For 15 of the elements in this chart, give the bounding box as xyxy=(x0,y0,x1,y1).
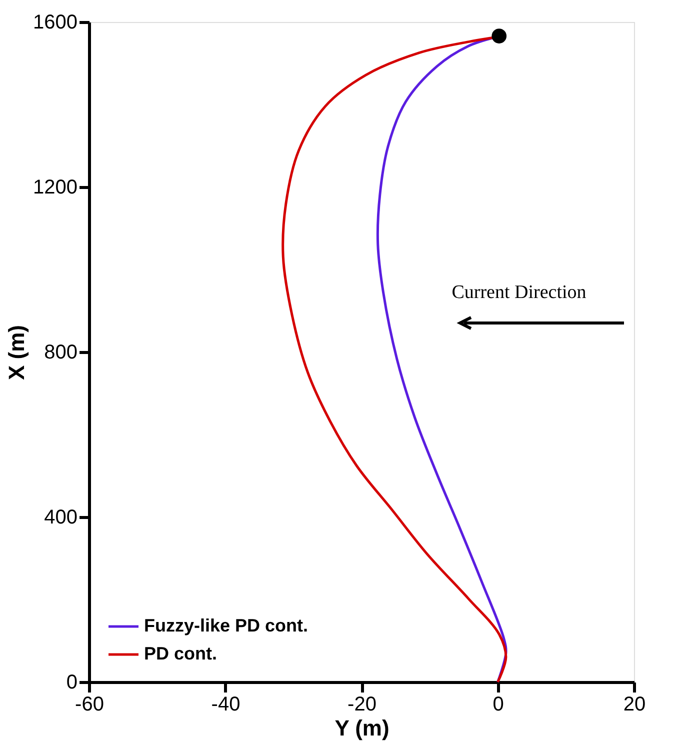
y-tick-label: 400 xyxy=(44,506,78,528)
x-axis-title: Y (m) xyxy=(334,716,390,740)
x-tick-label: 20 xyxy=(623,694,646,716)
y-tick-label: 800 xyxy=(44,342,78,364)
legend-label: PD cont. xyxy=(144,644,218,664)
x-tick-label: -20 xyxy=(348,694,376,716)
y-axis-title: X (m) xyxy=(4,325,30,380)
y-tick-label: 0 xyxy=(66,672,78,694)
x-tick-label: -40 xyxy=(211,694,240,716)
annotation: Current Direction xyxy=(452,282,587,303)
x-tick-label: 0 xyxy=(492,694,504,716)
legend-label: Fuzzy-like PD cont. xyxy=(144,616,308,636)
y-tick-label: 1600 xyxy=(33,12,78,34)
x-tick-label: -60 xyxy=(75,694,104,716)
y-tick-label: 1200 xyxy=(33,176,78,198)
